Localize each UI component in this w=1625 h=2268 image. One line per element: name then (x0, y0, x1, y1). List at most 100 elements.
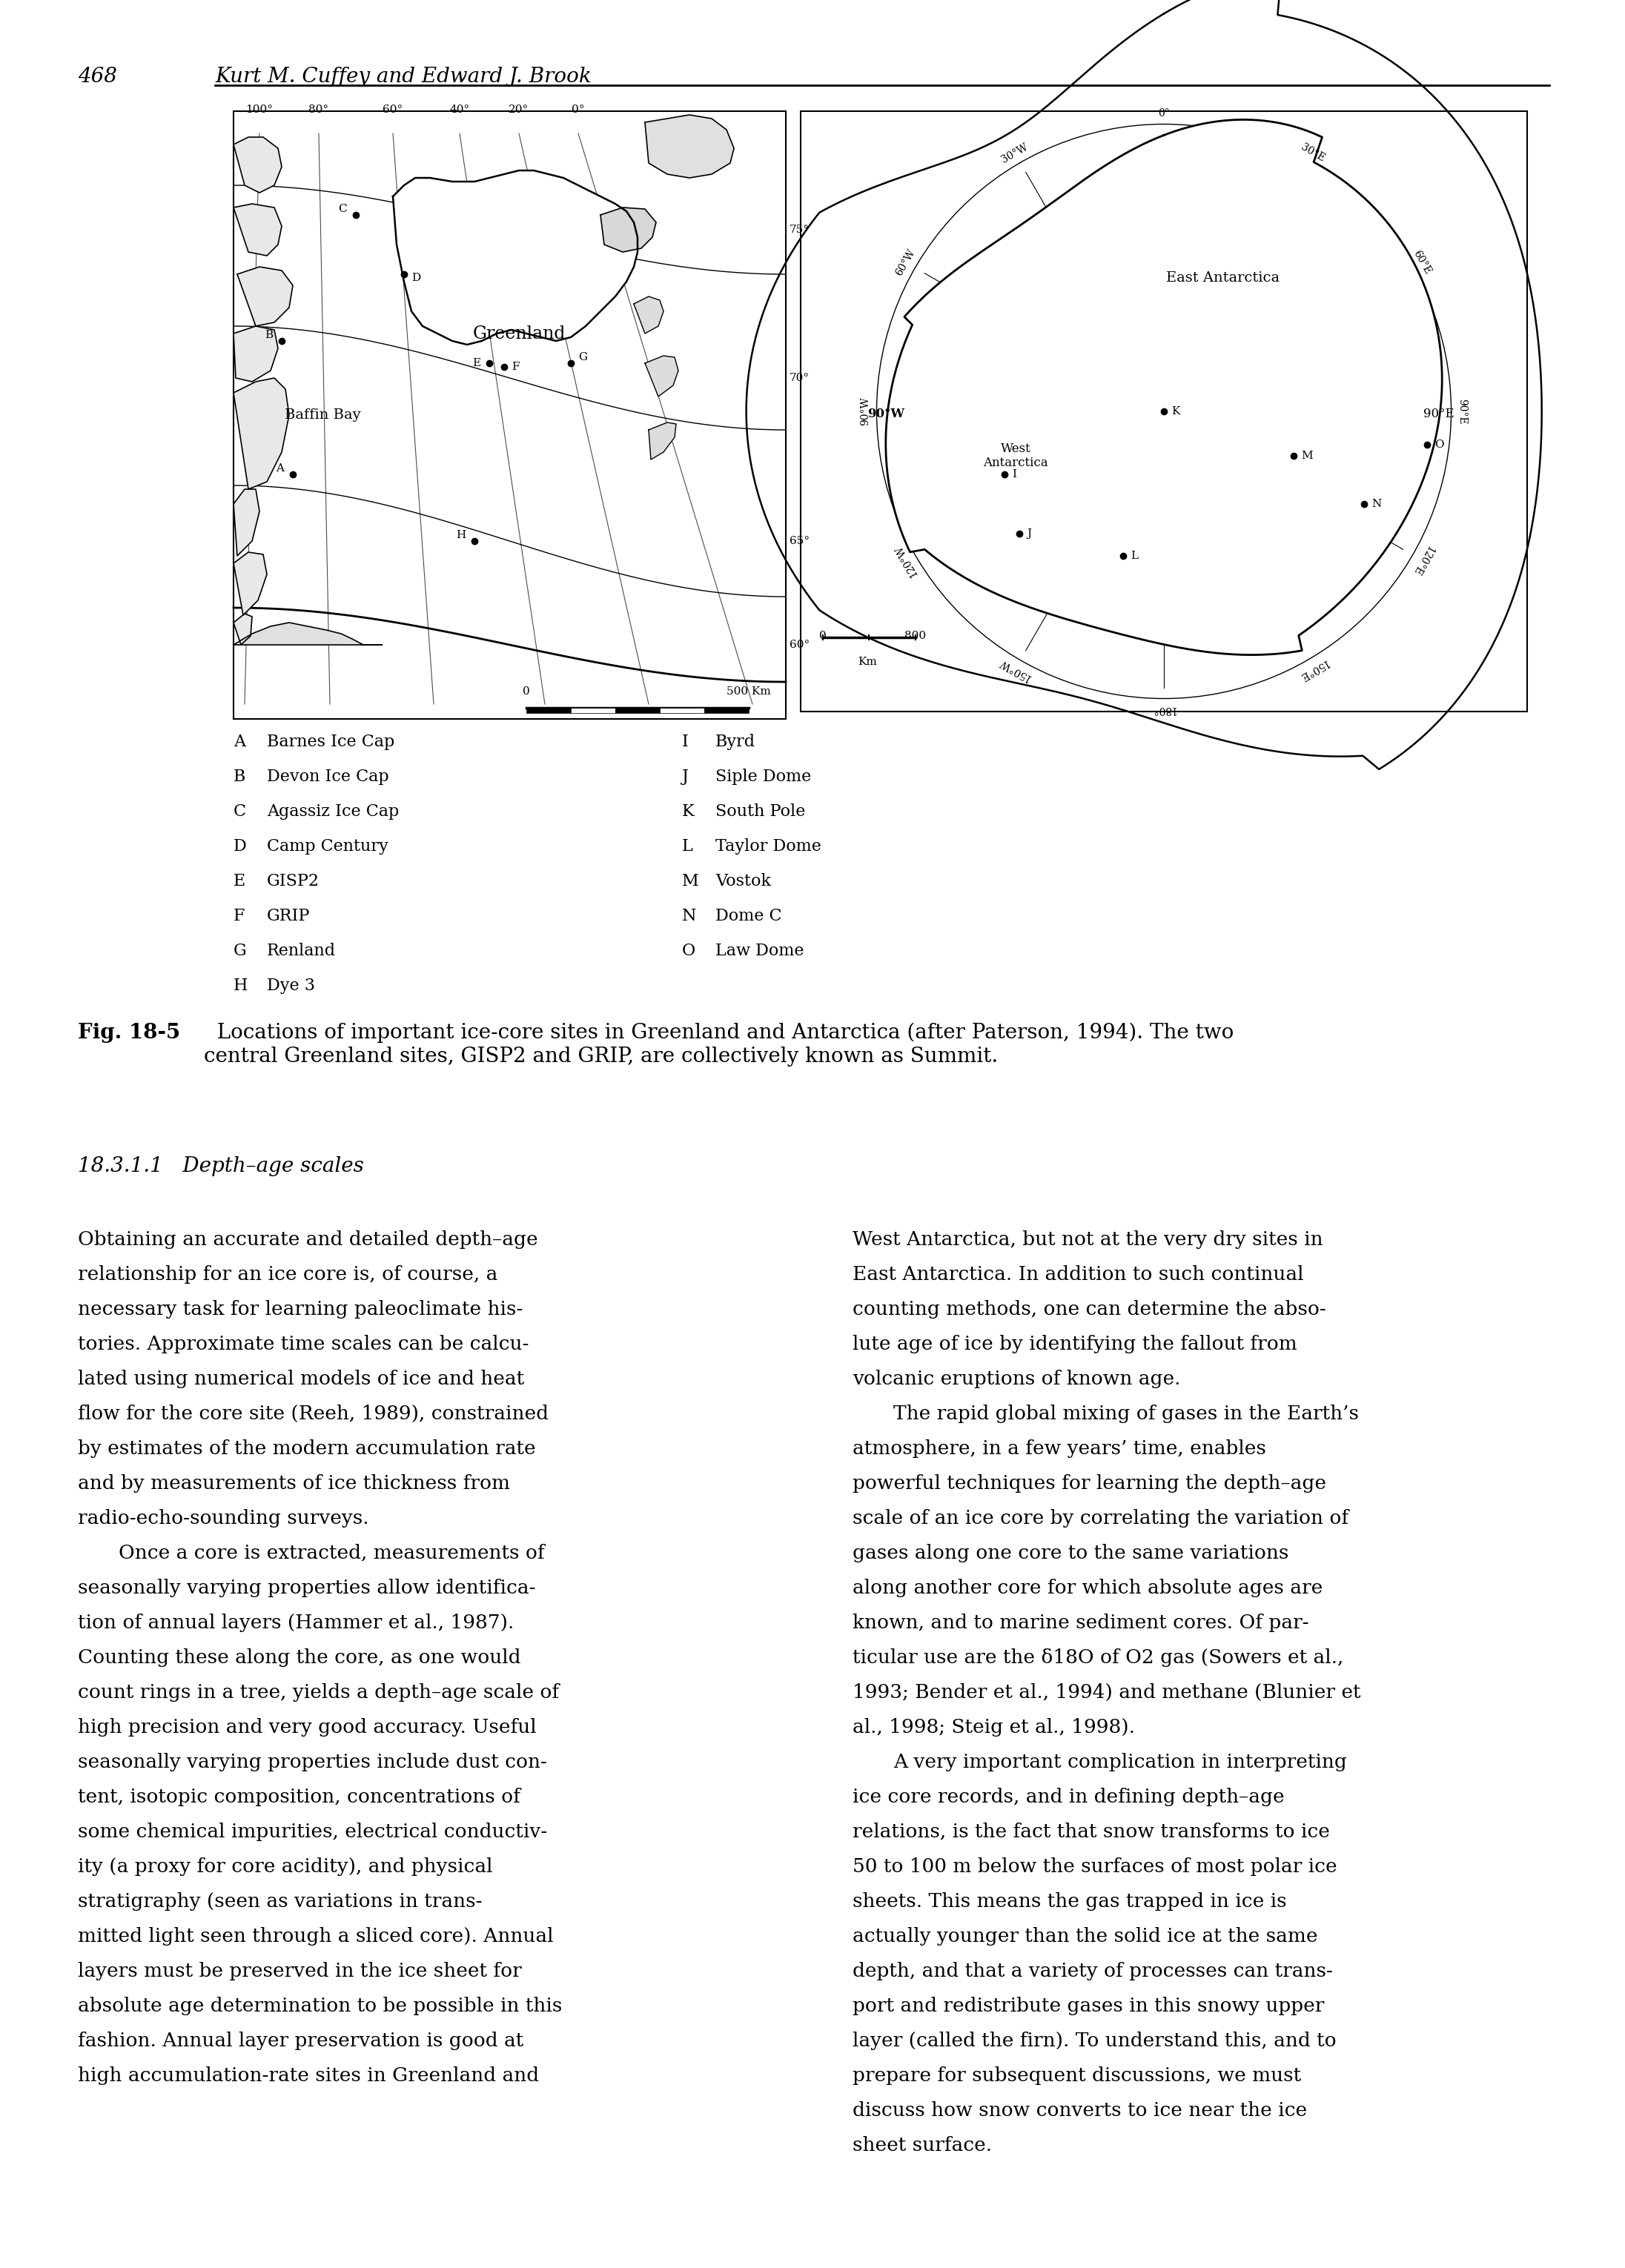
Text: tent, isotopic composition, concentrations of: tent, isotopic composition, concentratio… (78, 1787, 520, 1805)
Text: 468: 468 (78, 66, 117, 86)
Text: 60°E: 60°E (1412, 249, 1433, 277)
Text: seasonally varying properties include dust con-: seasonally varying properties include du… (78, 1753, 548, 1771)
Text: 18.3.1.1   Depth–age scales: 18.3.1.1 Depth–age scales (78, 1157, 364, 1177)
Text: by estimates of the modern accumulation rate: by estimates of the modern accumulation … (78, 1440, 536, 1458)
Text: 100°: 100° (245, 104, 273, 116)
Text: GISP2: GISP2 (266, 873, 320, 889)
Text: The rapid global mixing of gases in the Earth’s: The rapid global mixing of gases in the … (894, 1404, 1358, 1422)
Text: GRIP: GRIP (266, 907, 310, 925)
Text: West
Antarctica: West Antarctica (983, 442, 1048, 469)
Text: 60°: 60° (790, 640, 809, 651)
Text: N: N (1372, 499, 1381, 510)
Text: G: G (234, 943, 247, 959)
Text: layers must be preserved in the ice sheet for: layers must be preserved in the ice shee… (78, 1962, 522, 1980)
Text: 30°W: 30°W (999, 141, 1030, 166)
Text: 90°E: 90°E (1458, 399, 1467, 424)
Text: F: F (234, 907, 245, 925)
Polygon shape (234, 204, 281, 256)
Text: O: O (682, 943, 696, 959)
Polygon shape (234, 551, 266, 615)
Text: high accumulation-rate sites in Greenland and: high accumulation-rate sites in Greenlan… (78, 2066, 540, 2084)
Text: Km: Km (858, 658, 878, 667)
Text: Renland: Renland (266, 943, 336, 959)
Text: M: M (682, 873, 699, 889)
Text: K: K (1172, 406, 1180, 417)
Text: Barnes Ice Cap: Barnes Ice Cap (266, 735, 395, 751)
Text: prepare for subsequent discussions, we must: prepare for subsequent discussions, we m… (853, 2066, 1302, 2084)
Bar (526, 708, 570, 712)
Text: West Antarctica, but not at the very dry sites in: West Antarctica, but not at the very dry… (853, 1229, 1323, 1250)
Text: F: F (512, 361, 520, 372)
Text: Devon Ice Cap: Devon Ice Cap (266, 769, 388, 785)
Text: tories. Approximate time scales can be calcu-: tories. Approximate time scales can be c… (78, 1336, 528, 1354)
Text: Baffin Bay: Baffin Bay (284, 408, 361, 422)
Text: Counting these along the core, as one would: Counting these along the core, as one wo… (78, 1649, 520, 1667)
Text: stratigraphy (seen as variations in trans-: stratigraphy (seen as variations in tran… (78, 1892, 483, 1910)
Text: 0°: 0° (1159, 109, 1170, 118)
Text: 75°: 75° (790, 225, 809, 236)
Text: high precision and very good accuracy. Useful: high precision and very good accuracy. U… (78, 1719, 536, 1737)
Text: A: A (234, 735, 245, 751)
Text: Locations of important ice-core sites in Greenland and Antarctica (after Paterso: Locations of important ice-core sites in… (203, 1023, 1233, 1066)
Text: A very important complication in interpreting: A very important complication in interpr… (894, 1753, 1347, 1771)
Text: 150°E: 150°E (1297, 658, 1329, 683)
Text: L: L (1131, 551, 1137, 560)
Text: I: I (1012, 469, 1016, 479)
Bar (570, 708, 616, 712)
Text: K: K (682, 803, 694, 819)
Text: B: B (265, 329, 273, 340)
Polygon shape (234, 615, 252, 644)
Text: 60°W: 60°W (894, 247, 916, 277)
Text: port and redistribute gases in this snowy upper: port and redistribute gases in this snow… (853, 1996, 1324, 2016)
Text: discuss how snow converts to ice near the ice: discuss how snow converts to ice near th… (853, 2100, 1306, 2121)
Text: powerful techniques for learning the depth–age: powerful techniques for learning the dep… (853, 1474, 1326, 1492)
Text: Taylor Dome: Taylor Dome (715, 839, 821, 855)
Text: count rings in a tree, yields a depth–age scale of: count rings in a tree, yields a depth–ag… (78, 1683, 559, 1701)
Text: 30°E: 30°E (1300, 143, 1326, 163)
Text: Greenland: Greenland (473, 324, 565, 342)
Text: E: E (234, 873, 245, 889)
Text: H: H (455, 531, 465, 540)
Polygon shape (645, 356, 678, 397)
Text: H: H (234, 978, 249, 993)
Text: sheet surface.: sheet surface. (853, 2136, 991, 2155)
Text: Siple Dome: Siple Dome (715, 769, 811, 785)
Text: Once a core is extracted, measurements of: Once a core is extracted, measurements o… (119, 1545, 544, 1563)
Text: ticular use are the δ18O of O2 gas (Sowers et al.,: ticular use are the δ18O of O2 gas (Sowe… (853, 1649, 1344, 1667)
Polygon shape (234, 379, 289, 490)
Polygon shape (234, 327, 278, 381)
Text: C: C (338, 204, 348, 213)
Text: Camp Century: Camp Century (266, 839, 388, 855)
Text: D: D (234, 839, 247, 855)
Text: scale of an ice core by correlating the variation of: scale of an ice core by correlating the … (853, 1508, 1349, 1529)
Text: O: O (1435, 440, 1445, 449)
Text: C: C (234, 803, 245, 819)
Text: radio-echo-sounding surveys.: radio-echo-sounding surveys. (78, 1508, 369, 1529)
Text: 0: 0 (819, 631, 827, 642)
Polygon shape (234, 624, 382, 644)
Text: 70°: 70° (790, 372, 809, 383)
Text: depth, and that a variety of processes can trans-: depth, and that a variety of processes c… (853, 1962, 1332, 1980)
Text: Byrd: Byrd (715, 735, 756, 751)
Polygon shape (601, 209, 656, 252)
Text: I: I (682, 735, 689, 751)
Text: 800: 800 (905, 631, 926, 642)
Text: some chemical impurities, electrical conductiv-: some chemical impurities, electrical con… (78, 1823, 548, 1842)
Polygon shape (645, 116, 734, 177)
Text: 120°E: 120°E (1409, 544, 1435, 576)
Text: 180°: 180° (1152, 705, 1176, 714)
Text: D: D (411, 272, 421, 284)
Text: and by measurements of ice thickness from: and by measurements of ice thickness fro… (78, 1474, 510, 1492)
Text: East Antarctica. In addition to such continual: East Antarctica. In addition to such con… (853, 1266, 1303, 1284)
Polygon shape (634, 297, 663, 333)
Text: 90°W: 90°W (860, 397, 871, 426)
Text: 50 to 100 m below the surfaces of most polar ice: 50 to 100 m below the surfaces of most p… (853, 1857, 1337, 1876)
Text: flow for the core site (Reeh, 1989), constrained: flow for the core site (Reeh, 1989), con… (78, 1404, 549, 1422)
Text: 20°: 20° (509, 104, 530, 116)
Text: tion of annual layers (Hammer et al., 1987).: tion of annual layers (Hammer et al., 19… (78, 1613, 514, 1633)
Text: ice core records, and in defining depth–age: ice core records, and in defining depth–… (853, 1787, 1284, 1805)
Text: mitted light seen through a sliced core). Annual: mitted light seen through a sliced core)… (78, 1928, 554, 1946)
Text: South Pole: South Pole (715, 803, 806, 819)
Text: Fig. 18-5: Fig. 18-5 (78, 1023, 180, 1043)
Text: fashion. Annual layer preservation is good at: fashion. Annual layer preservation is go… (78, 2032, 523, 2050)
